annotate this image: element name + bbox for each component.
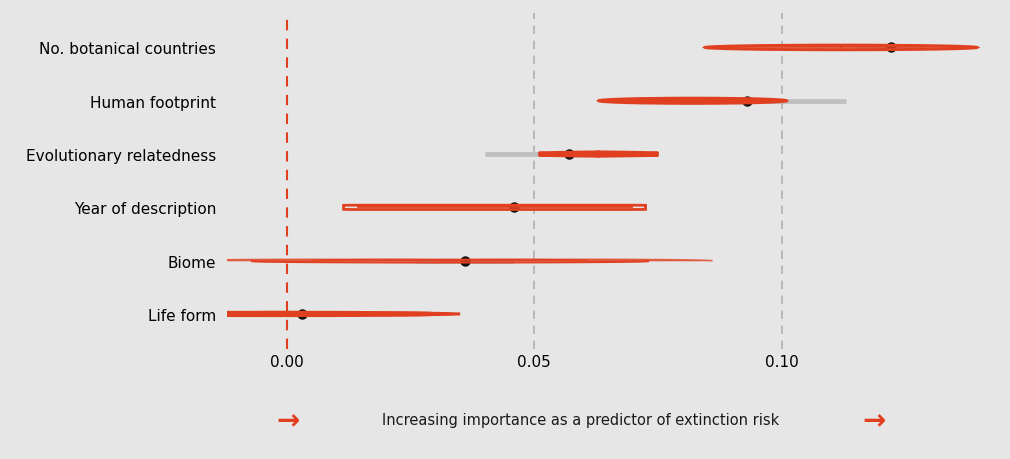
Text: →: → bbox=[276, 406, 300, 434]
Polygon shape bbox=[188, 260, 465, 261]
Polygon shape bbox=[311, 260, 589, 261]
Polygon shape bbox=[435, 260, 712, 261]
Text: Increasing importance as a predictor of extinction risk: Increasing importance as a predictor of … bbox=[382, 413, 780, 427]
Text: →: → bbox=[862, 406, 886, 434]
